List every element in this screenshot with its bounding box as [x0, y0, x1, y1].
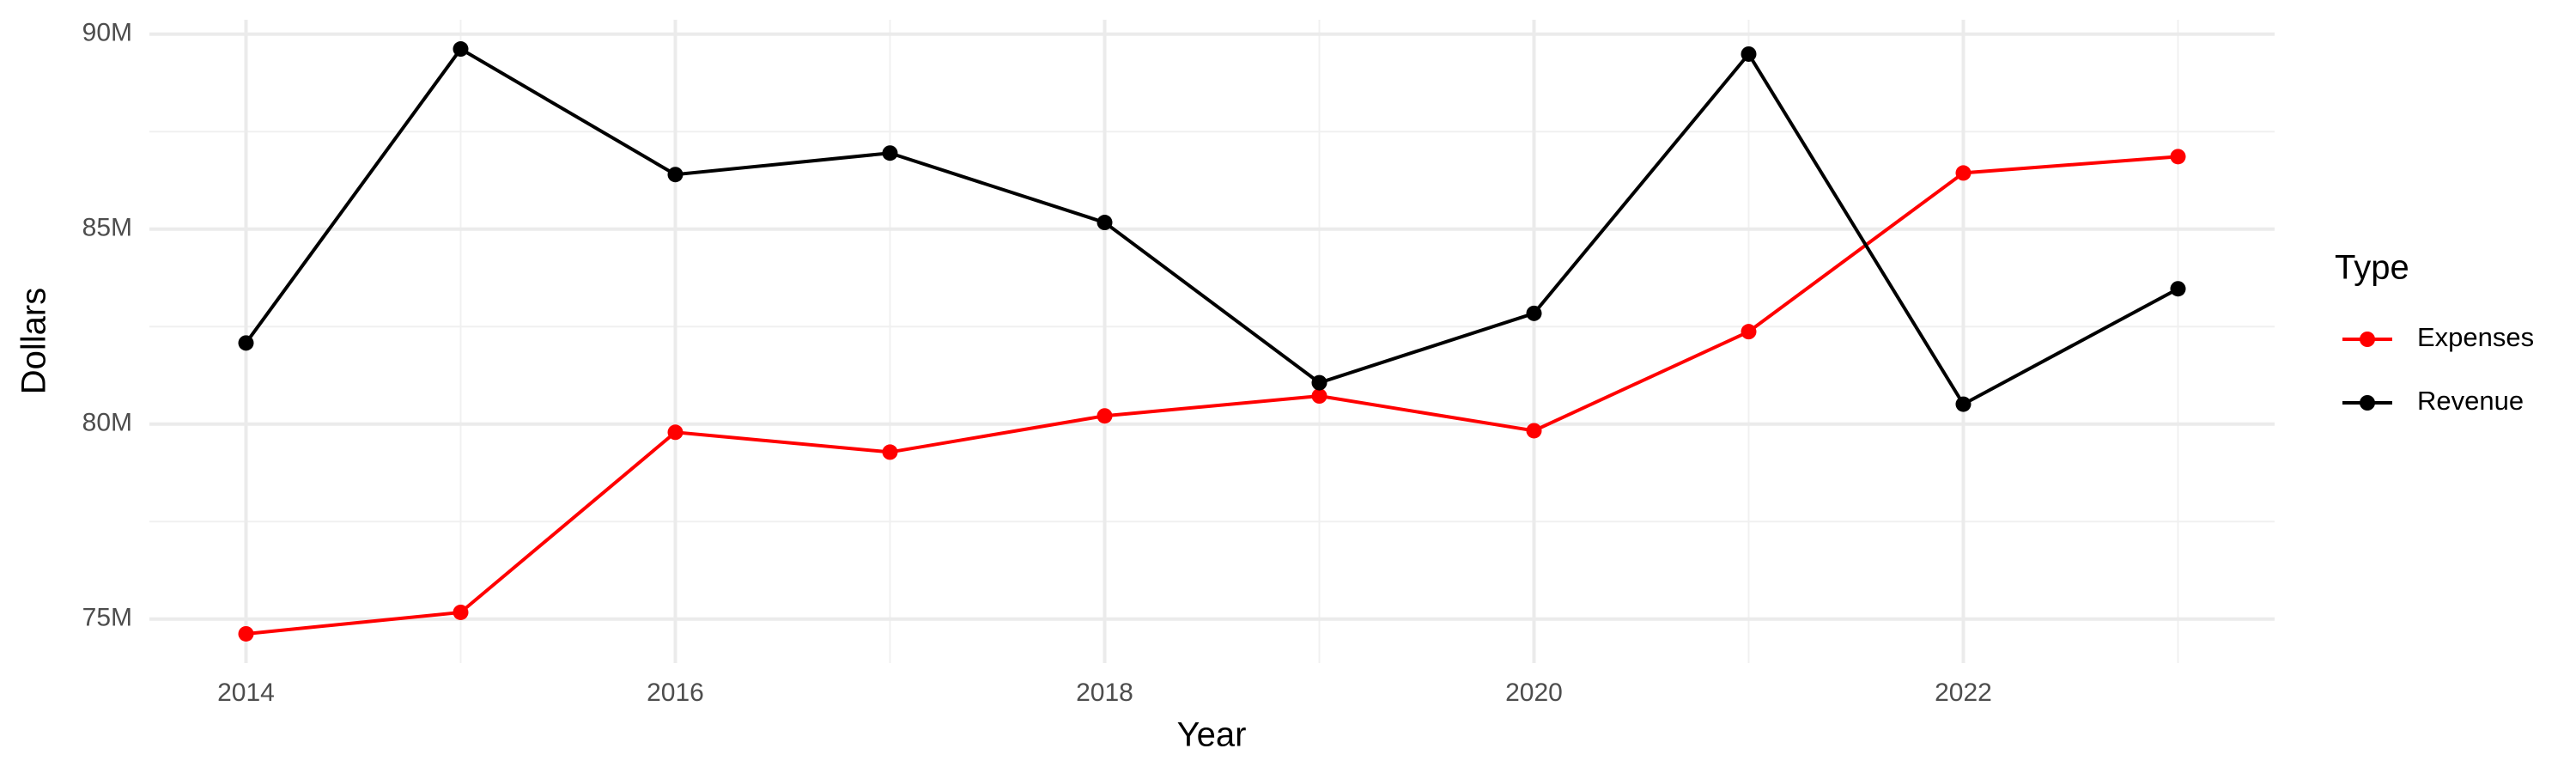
series-line [244, 46, 2179, 407]
x-tick-label: 2018 [1076, 679, 1133, 707]
data-point [667, 167, 683, 183]
x-tick-label: 2022 [1935, 679, 1992, 707]
data-point [238, 335, 254, 351]
x-tick-label: 2014 [217, 679, 275, 707]
data-point [2170, 149, 2186, 165]
data-point [2170, 281, 2186, 297]
data-point [1955, 396, 1971, 412]
legend-title: Type [2335, 249, 2409, 287]
y-tick-label: 75M [82, 604, 132, 632]
data-point [1097, 408, 1113, 424]
y-axis-title: Dollars [15, 288, 53, 394]
data-point [1526, 305, 1542, 321]
data-point [1741, 46, 1757, 62]
y-tick-label: 90M [82, 19, 132, 47]
data-point [1311, 388, 1327, 405]
data-point [1955, 165, 1971, 181]
data-point [453, 604, 469, 620]
data-point [882, 444, 898, 460]
x-tick-label: 2020 [1505, 679, 1563, 707]
y-tick-label: 85M [82, 214, 132, 242]
legend-key-point [2360, 395, 2375, 411]
data-point [1741, 324, 1757, 340]
data-point [453, 41, 469, 58]
data-point [1097, 215, 1113, 231]
legend-key-point [2360, 332, 2375, 347]
data-point [882, 145, 898, 161]
legend-label: Expenses [2417, 322, 2534, 352]
y-tick-label: 80M [82, 409, 132, 437]
x-axis-title: Year [1177, 716, 1247, 754]
data-point [667, 424, 683, 441]
data-point [1526, 423, 1542, 439]
data-point [238, 625, 254, 642]
data-point [1311, 374, 1327, 391]
x-tick-label: 2016 [647, 679, 704, 707]
series-line [246, 155, 2178, 636]
legend-label: Revenue [2417, 386, 2524, 416]
